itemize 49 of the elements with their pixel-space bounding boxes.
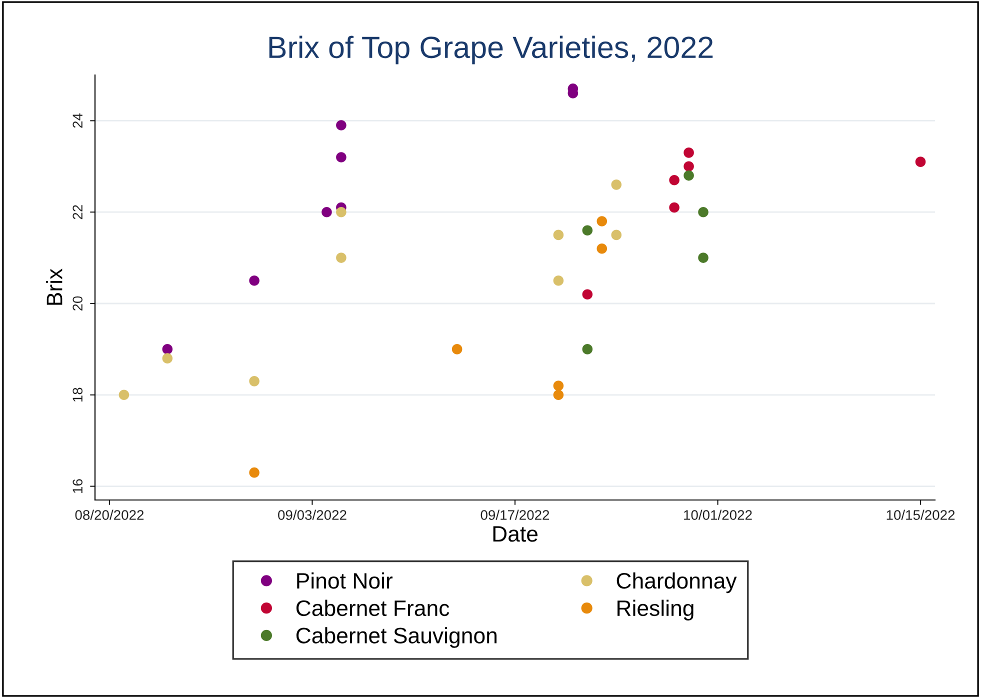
point xyxy=(684,170,694,181)
point xyxy=(596,244,608,254)
point xyxy=(553,230,564,240)
point xyxy=(698,252,708,263)
y-tick-label: 16 xyxy=(72,479,83,493)
point xyxy=(336,152,346,162)
y-tick-label: 24 xyxy=(72,113,82,128)
point xyxy=(596,216,608,226)
point xyxy=(336,206,346,218)
point xyxy=(582,289,593,300)
legend-label: Cabernet Franc xyxy=(296,600,450,616)
point xyxy=(249,467,260,478)
point xyxy=(582,225,593,236)
point xyxy=(669,174,680,186)
point xyxy=(611,180,622,190)
point xyxy=(915,156,926,167)
point xyxy=(553,275,564,286)
x-tick-label: 10/15/2022 xyxy=(886,510,955,520)
x-tick-label: 09/03/2022 xyxy=(278,510,346,520)
legend-label: Chardonnay xyxy=(616,572,737,594)
legend-label: Cabernet Sauvignon xyxy=(296,627,497,648)
point xyxy=(669,202,680,213)
legend-label: Riesling xyxy=(618,600,694,620)
point xyxy=(249,275,260,286)
point xyxy=(249,376,260,386)
x-tick-label: 09/17/2022 xyxy=(480,510,550,520)
y-tick-label: 20 xyxy=(72,296,83,311)
y-tick-label: 18 xyxy=(72,388,83,402)
point xyxy=(684,161,694,172)
point xyxy=(684,148,694,158)
x-tick-label: 10/01/2022 xyxy=(684,510,752,520)
point xyxy=(162,353,173,364)
point xyxy=(118,390,130,400)
point xyxy=(336,120,346,130)
point xyxy=(322,206,332,218)
point xyxy=(553,380,564,391)
point xyxy=(162,344,173,354)
point xyxy=(582,344,593,354)
point xyxy=(336,252,346,263)
y-axis-title: Brix xyxy=(46,268,62,305)
legend-label: Pinot Noir xyxy=(297,572,393,589)
point xyxy=(611,230,622,240)
point xyxy=(452,344,462,354)
x-axis-title: Date xyxy=(493,526,538,542)
point xyxy=(553,390,564,400)
point xyxy=(698,206,708,218)
chart-title: Brix of Top Grape Varieties, 2022 xyxy=(269,36,713,64)
x-tick-label: 08/20/2022 xyxy=(75,510,144,520)
y-tick-label: 22 xyxy=(72,205,82,220)
